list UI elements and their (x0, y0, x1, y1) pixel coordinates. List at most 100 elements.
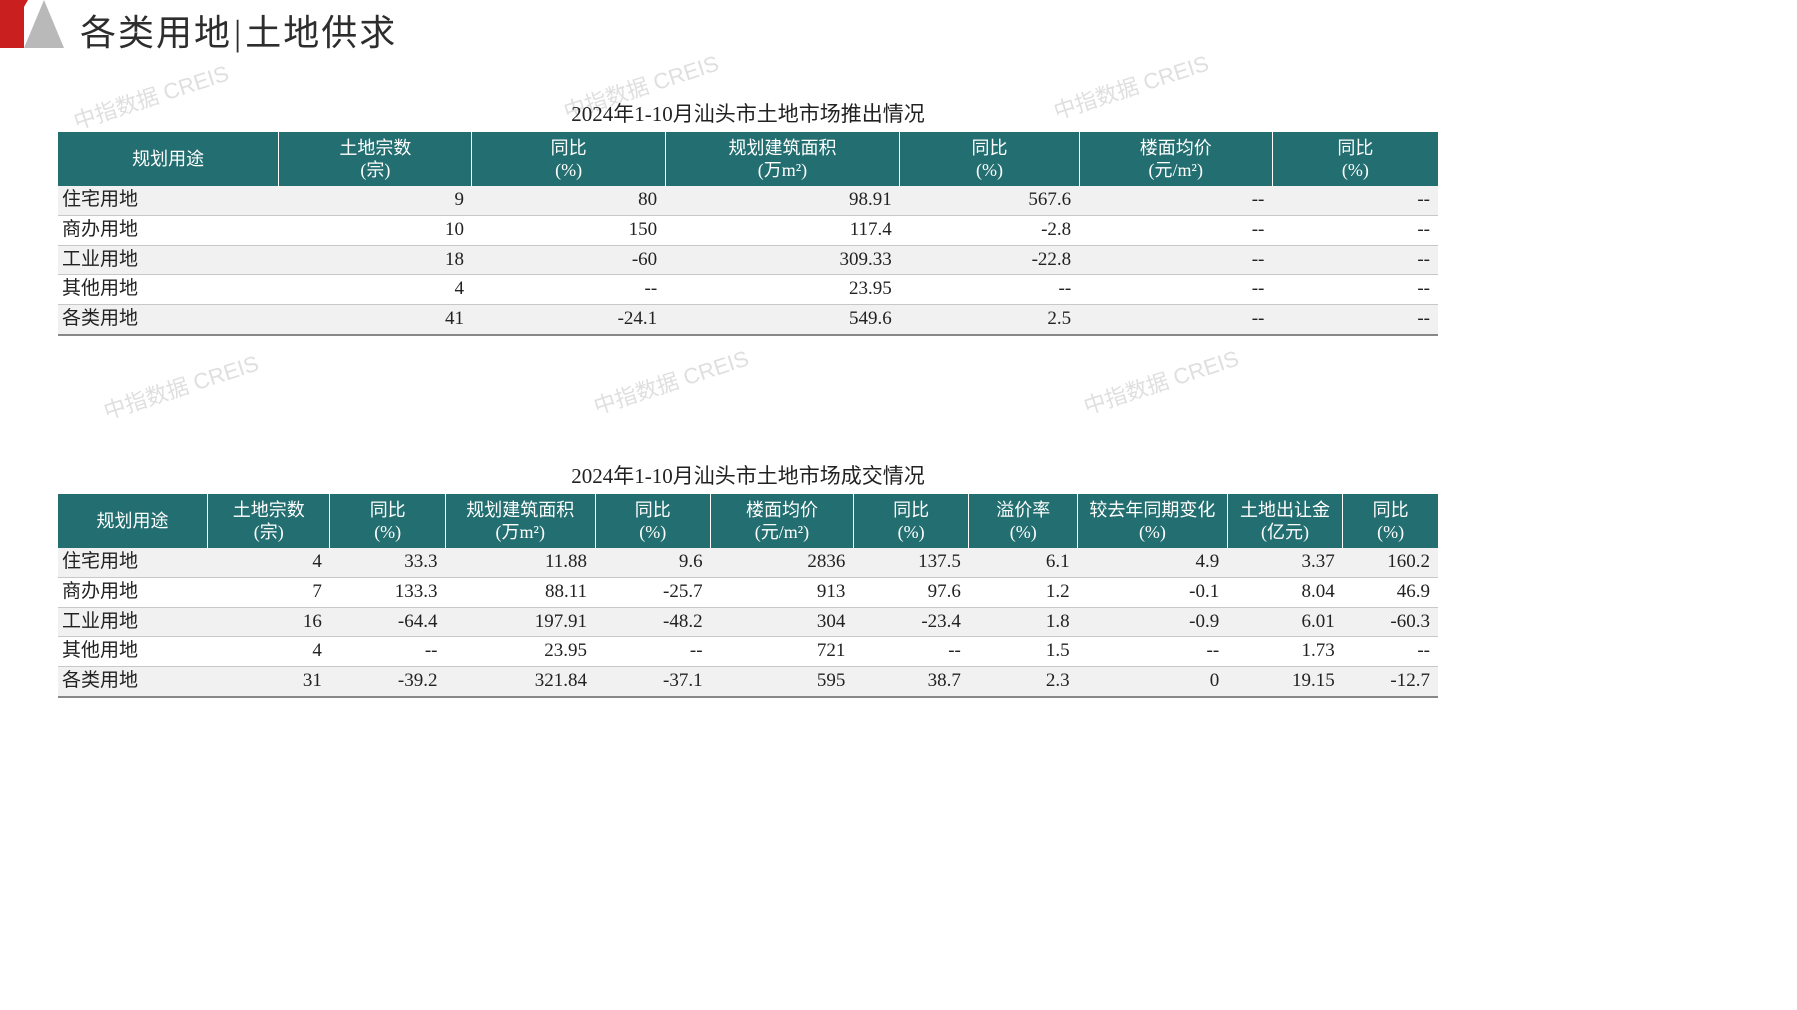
cell-value: 321.84 (445, 667, 595, 697)
table-row: 工业用地16-64.4197.91-48.2304-23.41.8-0.96.0… (58, 607, 1438, 637)
cell-value: 33.3 (330, 548, 446, 577)
cell-value: 721 (711, 637, 854, 667)
cell-value: -- (1272, 305, 1438, 335)
cell-value: -- (1272, 245, 1438, 275)
cell-value: 2836 (711, 548, 854, 577)
cell-value: 41 (279, 305, 472, 335)
cell-value: 150 (472, 215, 665, 245)
column-header: 规划建筑面积(万m²) (665, 132, 900, 186)
column-header: 同比(%) (1343, 494, 1438, 548)
cell-value: 23.95 (445, 637, 595, 667)
column-header: 同比(%) (330, 494, 446, 548)
table-row: 商办用地10150117.4-2.8---- (58, 215, 1438, 245)
column-header: 同比(%) (595, 494, 711, 548)
cell-value: -24.1 (472, 305, 665, 335)
table-row: 住宅用地98098.91567.6---- (58, 186, 1438, 215)
cell-value: -- (1079, 275, 1272, 305)
cell-value: 6.01 (1227, 607, 1343, 637)
cell-value: -- (1272, 275, 1438, 305)
cell-value: 567.6 (900, 186, 1079, 215)
logo-grey-shape (24, 0, 64, 48)
title-right: 土地供求 (245, 13, 397, 53)
cell-value: -60 (472, 245, 665, 275)
cell-value: -64.4 (330, 607, 446, 637)
column-header: 较去年同期变化(%) (1078, 494, 1228, 548)
row-label: 各类用地 (58, 667, 208, 697)
cell-value: 31 (208, 667, 330, 697)
table-deal-header-row: 规划用途土地宗数(宗)同比(%)规划建筑面积(万m²)同比(%)楼面均价(元/m… (58, 494, 1438, 548)
table-row: 各类用地41-24.1549.62.5---- (58, 305, 1438, 335)
table-launch-body: 住宅用地98098.91567.6----商办用地10150117.4-2.8-… (58, 186, 1438, 335)
cell-value: -2.8 (900, 215, 1079, 245)
cell-value: -37.1 (595, 667, 711, 697)
column-header: 同比(%) (1272, 132, 1438, 186)
cell-value: 10 (279, 215, 472, 245)
cell-value: -48.2 (595, 607, 711, 637)
table-deal: 规划用途土地宗数(宗)同比(%)规划建筑面积(万m²)同比(%)楼面均价(元/m… (58, 494, 1438, 698)
row-label: 工业用地 (58, 245, 279, 275)
row-label: 住宅用地 (58, 548, 208, 577)
cell-value: 19.15 (1227, 667, 1343, 697)
cell-value: 7 (208, 577, 330, 607)
cell-value: -- (1079, 245, 1272, 275)
cell-value: -- (472, 275, 665, 305)
cell-value: 3.37 (1227, 548, 1343, 577)
cell-value: -0.9 (1078, 607, 1228, 637)
cell-value: -- (330, 637, 446, 667)
row-label: 其他用地 (58, 637, 208, 667)
cell-value: 4 (208, 548, 330, 577)
cell-value: -25.7 (595, 577, 711, 607)
cell-value: 0 (1078, 667, 1228, 697)
cell-value: 80 (472, 186, 665, 215)
table-row: 工业用地18-60309.33-22.8---- (58, 245, 1438, 275)
cell-value: 160.2 (1343, 548, 1438, 577)
row-label: 各类用地 (58, 305, 279, 335)
table-deal-section: 2024年1-10月汕头市土地市场成交情况 规划用途土地宗数(宗)同比(%)规划… (58, 460, 1438, 698)
watermark: 中指数据 CREIS (1079, 341, 1242, 421)
cell-value: -- (1079, 305, 1272, 335)
column-header: 规划用途 (58, 132, 279, 186)
cell-value: 549.6 (665, 305, 900, 335)
cell-value: 2.5 (900, 305, 1079, 335)
table-row: 其他用地4--23.95------ (58, 275, 1438, 305)
table-launch: 规划用途土地宗数(宗)同比(%)规划建筑面积(万m²)同比(%)楼面均价(元/m… (58, 132, 1438, 336)
cell-value: 9.6 (595, 548, 711, 577)
cell-value: -0.1 (1078, 577, 1228, 607)
table-deal-title: 2024年1-10月汕头市土地市场成交情况 (58, 460, 1438, 490)
cell-value: -39.2 (330, 667, 446, 697)
table-row: 住宅用地433.311.889.62836137.56.14.93.37160.… (58, 548, 1438, 577)
cell-value: 98.91 (665, 186, 900, 215)
row-label: 商办用地 (58, 215, 279, 245)
cell-value: -- (853, 637, 969, 667)
cell-value: 595 (711, 667, 854, 697)
cell-value: 197.91 (445, 607, 595, 637)
cell-value: -- (1272, 215, 1438, 245)
cell-value: 4 (208, 637, 330, 667)
column-header: 溢价率(%) (969, 494, 1078, 548)
table-launch-section: 2024年1-10月汕头市土地市场推出情况 规划用途土地宗数(宗)同比(%)规划… (58, 98, 1438, 336)
row-label: 住宅用地 (58, 186, 279, 215)
column-header: 同比(%) (853, 494, 969, 548)
cell-value: 23.95 (665, 275, 900, 305)
cell-value: -- (1078, 637, 1228, 667)
cell-value: -- (900, 275, 1079, 305)
cell-value: 1.8 (969, 607, 1078, 637)
page-title: 各类用地|土地供求 (80, 4, 397, 56)
table-deal-body: 住宅用地433.311.889.62836137.56.14.93.37160.… (58, 548, 1438, 697)
cell-value: -- (1079, 186, 1272, 215)
row-label: 工业用地 (58, 607, 208, 637)
cell-value: 38.7 (853, 667, 969, 697)
table-launch-title: 2024年1-10月汕头市土地市场推出情况 (58, 98, 1438, 128)
cell-value: -- (1343, 637, 1438, 667)
title-divider: | (234, 13, 243, 53)
cell-value: 913 (711, 577, 854, 607)
cell-value: 4.9 (1078, 548, 1228, 577)
cell-value: 97.6 (853, 577, 969, 607)
row-label: 商办用地 (58, 577, 208, 607)
cell-value: 4 (279, 275, 472, 305)
cell-value: -- (1079, 215, 1272, 245)
cell-value: -- (595, 637, 711, 667)
watermark: 中指数据 CREIS (99, 346, 262, 426)
column-header: 土地出让金(亿元) (1227, 494, 1343, 548)
cell-value: 137.5 (853, 548, 969, 577)
